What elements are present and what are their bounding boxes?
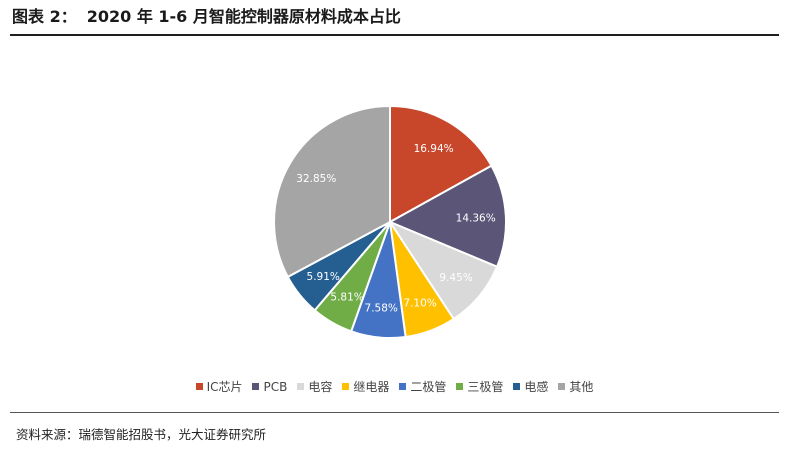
figure-label: 图表 2： [12, 7, 77, 26]
legend-swatch-6 [513, 383, 521, 390]
pie-slice-0 [389, 104, 493, 224]
pie-slice-label-0: 16.94% [414, 143, 454, 155]
legend-label-2: 电容 [308, 380, 333, 394]
legend-label-7: 其他 [569, 380, 594, 394]
pie-slice-label-5: 5.81% [330, 291, 363, 303]
pie-slice-label-4: 7.58% [365, 302, 398, 314]
source-note: 资料来源：瑞德智能招股书，光大证券研究所 [16, 427, 267, 442]
pie-chart: 16.94% 14.36% 9.45% 7.10% 7.58% 5.81% 5.91% 32.… [0, 40, 789, 410]
pie-slice-label-6: 5.91% [307, 271, 340, 283]
pie-slice-label-3: 7.10% [403, 297, 436, 309]
legend-label-1: PCB [263, 380, 288, 394]
figure-title: 图表 2： 2020 年 1-6 月智能控制器原材料成本占比 [12, 4, 401, 30]
legend-label-5: 三极管 [467, 380, 504, 394]
legend-item-4: 二极管 [399, 378, 446, 395]
legend-label-6: 电感 [524, 380, 549, 394]
legend-item-1: PCB [252, 380, 287, 394]
figure-title-text: 2020 年 1-6 月智能控制器原材料成本占比 [86, 7, 401, 26]
legend-swatch-0 [195, 383, 203, 390]
chart-legend: IC芯片 PCB 电容 继电器 二极管 三极管 电感 其他 [0, 378, 789, 395]
pie-chart-svg: 16.94% 14.36% 9.45% 7.10% 7.58%5.81% 5.91% 32.… [273, 104, 507, 339]
legend-item-3: 继电器 [342, 378, 389, 395]
legend-label-0: IC芯片 [206, 380, 243, 394]
legend-item-6: 电感 [513, 378, 548, 395]
legend-swatch-1 [252, 383, 260, 390]
legend-swatch-5 [456, 383, 464, 390]
legend-swatch-2 [297, 383, 305, 390]
legend-swatch-4 [399, 383, 407, 390]
legend-item-7: 其他 [558, 378, 593, 395]
legend-swatch-7 [558, 383, 566, 390]
legend-label-3: 继电器 [353, 380, 390, 394]
pie-slice-label-7: 32.85% [296, 173, 336, 185]
pie-slice-1 [387, 164, 507, 269]
pie-slice-label-1: 14.36% [456, 212, 496, 224]
legend-label-4: 二极管 [410, 380, 447, 394]
pie-slice-label-2: 9.45% [439, 272, 472, 284]
source-rule [10, 412, 779, 413]
legend-item-2: 电容 [297, 378, 332, 395]
title-rule [10, 34, 779, 36]
legend-item-0: IC芯片 [195, 378, 243, 395]
legend-swatch-3 [342, 383, 350, 390]
legend-item-5: 三极管 [456, 378, 503, 395]
pie-slice-7 [273, 104, 391, 279]
